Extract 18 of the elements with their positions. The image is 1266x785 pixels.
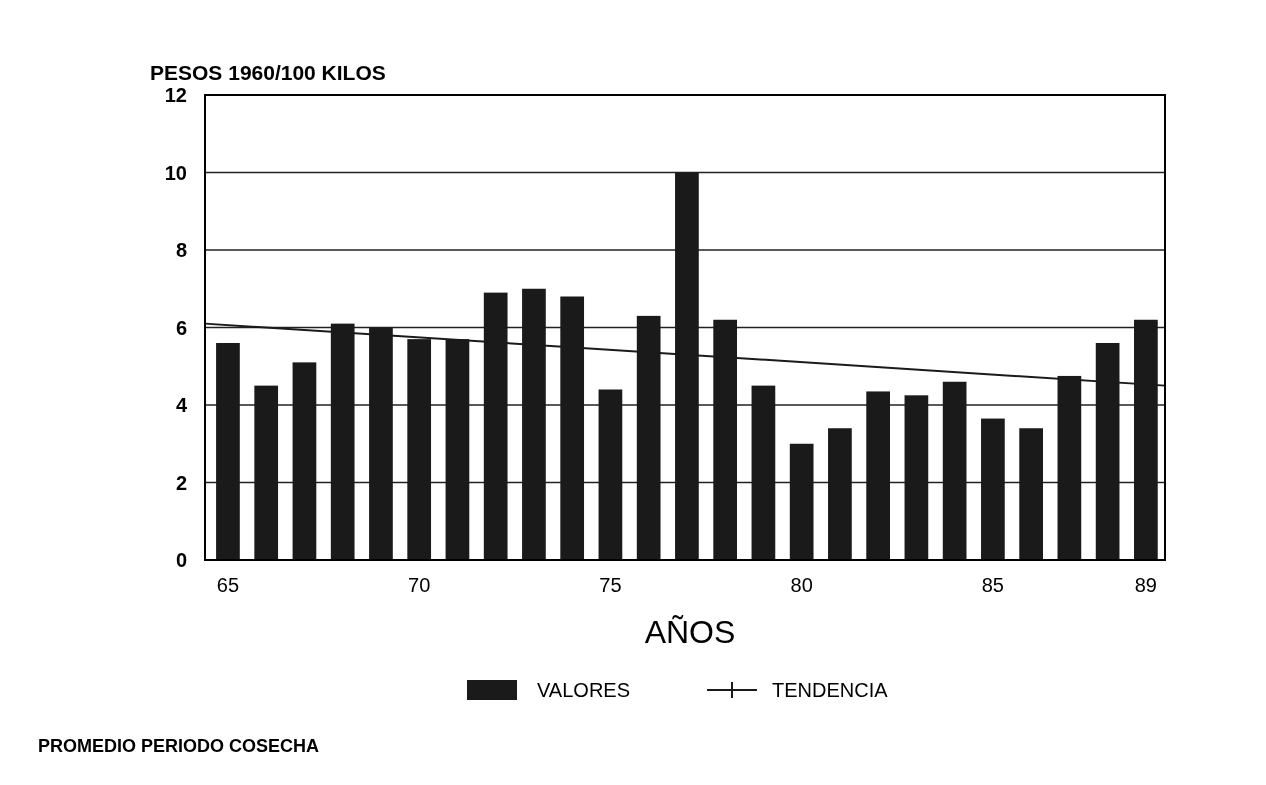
y-tick-label: 6 <box>175 316 187 339</box>
y-tick-label: 10 <box>164 161 187 184</box>
y-axis-title: PESOS 1960/100 KILOS <box>150 61 386 84</box>
x-tick-label: 80 <box>790 574 813 596</box>
x-tick-label: 65 <box>216 574 240 596</box>
x-axis-title: AÑOS <box>644 614 736 650</box>
legend-label: VALORES <box>537 679 630 701</box>
y-tick-label: 2 <box>175 471 187 494</box>
x-tick-label: 85 <box>981 574 1005 596</box>
x-tick-label: 89 <box>1134 574 1157 596</box>
y-tick-label: 8 <box>175 239 187 261</box>
x-tick-label: 70 <box>408 574 431 596</box>
y-tick-label: 0 <box>175 549 187 571</box>
y-tick-label: 4 <box>175 394 188 416</box>
y-tick-label: 12 <box>164 84 187 106</box>
legend-label: TENDENCIA <box>772 679 889 701</box>
x-tick-label: 75 <box>599 574 622 596</box>
text: PROMEDIO PERIODO COSECHA <box>38 736 320 756</box>
